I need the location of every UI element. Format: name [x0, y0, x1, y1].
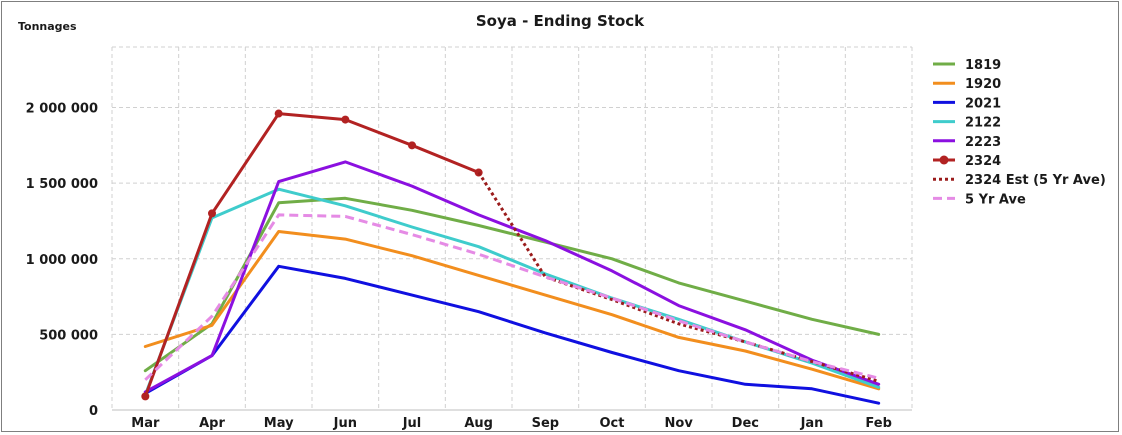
y-tick-label: 1 000 000	[26, 253, 98, 268]
x-tick-label: Oct	[600, 416, 625, 431]
x-tick-label: Dec	[732, 416, 759, 431]
series-lines	[141, 109, 881, 405]
data-point	[208, 209, 216, 218]
x-tick-label: Apr	[199, 416, 225, 431]
series-line-5-yr-ave	[144, 213, 880, 381]
x-tick-label: Nov	[665, 416, 694, 431]
data-point	[274, 109, 283, 118]
data-point	[141, 392, 150, 401]
data-point	[408, 141, 416, 150]
legend-label: 2021	[965, 96, 1001, 111]
legend-label: 1819	[965, 58, 1001, 73]
series-line-2021	[143, 264, 881, 405]
x-axis-ticks: Mar Apr May Jun Jul Aug Sep Oct Nov Dec Jan Feb	[131, 416, 892, 431]
legend-label: 2324 Est (5 Yr Ave)	[965, 173, 1106, 188]
x-tick-label: May	[264, 416, 294, 431]
y-tick-label: 1 500 000	[26, 177, 98, 192]
series-line-1819	[143, 196, 881, 373]
legend-marker	[939, 155, 949, 165]
series-line-1920	[143, 230, 881, 391]
x-tick-label: Aug	[464, 416, 493, 431]
x-tick-label: Mar	[131, 416, 160, 431]
legend-label: 5 Yr Ave	[965, 192, 1026, 207]
legend-label: 2122	[965, 116, 1001, 131]
series-line-2223	[143, 160, 881, 394]
y-axis-label: Tonnages	[18, 20, 77, 33]
x-tick-label: Jun	[333, 416, 357, 431]
x-tick-label: Feb	[865, 416, 891, 431]
series-line-2122	[143, 187, 881, 397]
y-axis-ticks: 0 500 000 1 000 000 1 500 000 2 000 000	[26, 102, 98, 420]
series-line-2324	[143, 112, 481, 398]
y-tick-label: 500 000	[39, 328, 98, 343]
gridlines	[111, 46, 913, 411]
legend-label: 2223	[965, 135, 1001, 150]
legend: 1819 1920 2021 2122 2223 2324 2324 Est (5 Yr A…	[933, 58, 1106, 207]
chart-title: Soya - Ending Stock	[476, 12, 645, 30]
series-line-2324-est-5-yr-ave	[477, 171, 880, 383]
legend-label: 2324	[965, 154, 1001, 169]
x-tick-label: Jan	[800, 416, 824, 431]
y-tick-label: 2 000 000	[26, 102, 98, 117]
x-tick-label: Jul	[402, 416, 422, 431]
x-tick-label: Sep	[532, 416, 560, 431]
y-tick-label: 0	[89, 404, 98, 419]
data-point	[341, 115, 350, 124]
legend-label: 1920	[965, 77, 1001, 92]
